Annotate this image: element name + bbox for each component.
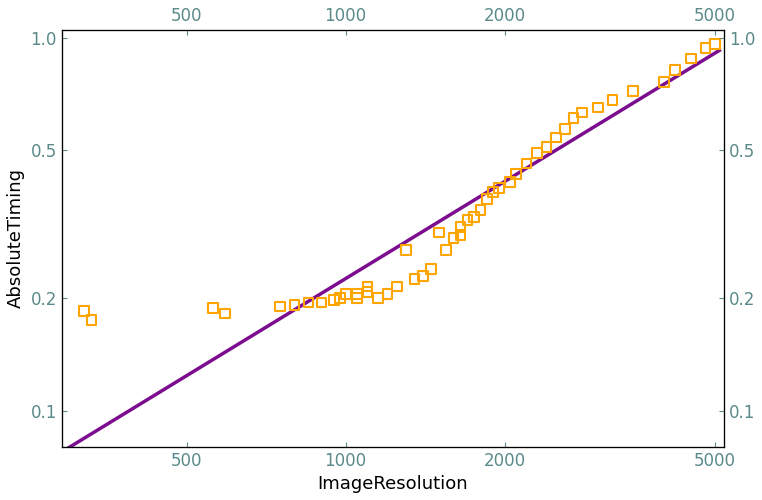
Point <box>454 224 466 232</box>
Point <box>382 290 394 298</box>
Point <box>520 160 533 168</box>
Point <box>328 296 340 304</box>
Point <box>709 40 721 48</box>
Point <box>700 44 712 52</box>
Point <box>504 178 517 186</box>
Point <box>288 301 300 309</box>
Point <box>658 78 670 86</box>
Point <box>468 213 480 221</box>
X-axis label: ImageResolution: ImageResolution <box>318 475 468 493</box>
Point <box>78 307 91 315</box>
Point <box>219 310 231 318</box>
Point <box>85 316 98 324</box>
Point <box>510 170 522 178</box>
Point <box>454 232 466 239</box>
Point <box>391 282 403 290</box>
Point <box>549 134 562 141</box>
Point <box>475 206 487 214</box>
Point <box>627 87 639 95</box>
Point <box>540 142 552 150</box>
Point <box>607 96 619 104</box>
Point <box>684 54 696 62</box>
Point <box>440 246 453 254</box>
Point <box>408 275 421 283</box>
Y-axis label: AbsoluteTiming: AbsoluteTiming <box>7 168 25 308</box>
Point <box>424 265 437 273</box>
Point <box>340 290 352 298</box>
Point <box>481 194 493 202</box>
Point <box>361 288 373 296</box>
Point <box>417 272 429 280</box>
Point <box>207 304 219 312</box>
Point <box>576 108 588 116</box>
Point <box>361 282 373 290</box>
Point <box>669 66 681 74</box>
Point <box>372 294 384 302</box>
Point <box>461 216 473 224</box>
Point <box>433 228 445 236</box>
Point <box>351 290 363 298</box>
Point <box>493 184 505 192</box>
Point <box>447 234 459 242</box>
Point <box>334 294 346 302</box>
Point <box>487 188 499 196</box>
Point <box>400 246 412 254</box>
Point <box>274 302 286 310</box>
Point <box>315 298 328 306</box>
Point <box>303 298 315 306</box>
Point <box>559 124 571 132</box>
Point <box>530 149 543 157</box>
Point <box>568 114 580 122</box>
Point <box>591 104 604 112</box>
Point <box>351 294 363 302</box>
